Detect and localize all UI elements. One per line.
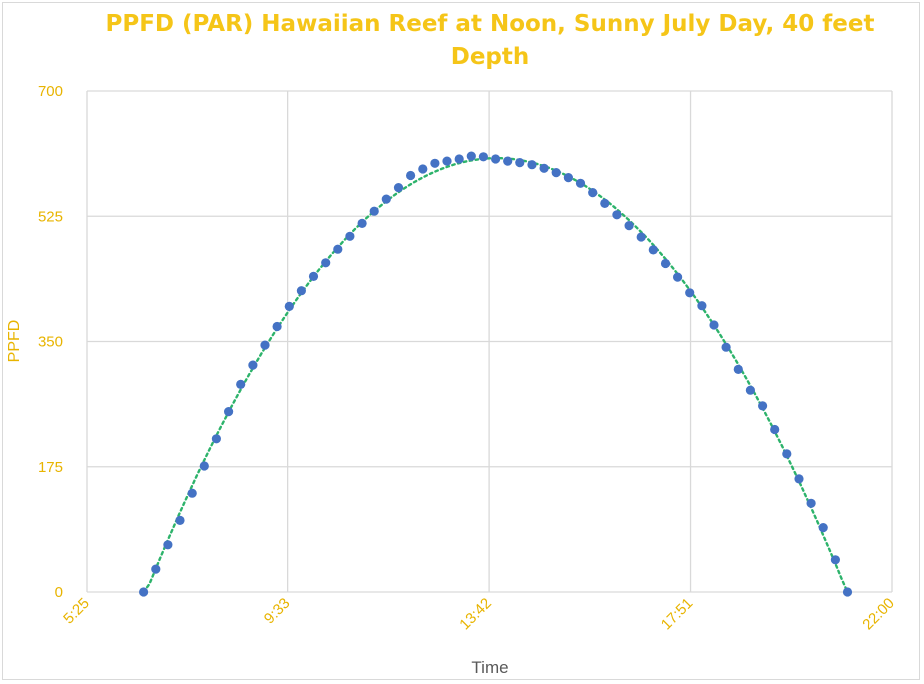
x-axis-ticks: 5:25 9:33 13:42 17:51 22:00 (60, 595, 898, 634)
data-point (745, 385, 756, 395)
data-point (272, 321, 282, 332)
data-point (199, 461, 209, 471)
data-point (721, 342, 731, 352)
data-point (406, 170, 416, 181)
data-point (842, 587, 853, 597)
data-point (236, 379, 246, 389)
chart-title-line-1: PPFD (PAR) Hawaiian Reef at Noon, Sunny … (105, 11, 874, 37)
data-point (527, 160, 537, 170)
data-point (503, 156, 513, 166)
y-axis-label: PPFD (6, 320, 23, 363)
chart-title-line-2: Depth (451, 44, 530, 70)
data-point (296, 286, 306, 296)
data-point (175, 515, 185, 526)
trendline (142, 157, 849, 594)
data-point (685, 288, 695, 298)
data-point (442, 156, 452, 166)
data-point (430, 158, 440, 168)
data-point (794, 474, 804, 484)
data-point (758, 401, 768, 411)
y-tick-label: 350 (38, 334, 63, 351)
data-point (224, 407, 234, 417)
data-point (211, 434, 221, 444)
data-point (491, 154, 501, 164)
data-point (139, 587, 149, 597)
data-point (418, 164, 428, 174)
data-point (697, 301, 707, 311)
gridlines (86, 90, 893, 593)
y-tick-label: 175 (38, 459, 63, 476)
x-tick-label: 17:51 (658, 595, 697, 634)
y-tick-label: 700 (38, 83, 63, 100)
data-point (612, 210, 622, 220)
data-point (333, 244, 343, 254)
x-tick-label: 13:42 (456, 595, 495, 634)
data-point (187, 488, 197, 498)
data-point (393, 183, 404, 193)
data-point (248, 360, 258, 370)
data-point (284, 301, 294, 311)
data-point (636, 232, 646, 242)
data-point (782, 449, 792, 459)
y-tick-label: 525 (38, 208, 63, 225)
data-point (624, 221, 634, 231)
data-point (454, 154, 464, 164)
data-point (806, 498, 816, 508)
data-point (770, 424, 780, 435)
data-point (466, 151, 476, 161)
data-point (660, 258, 671, 269)
data-point (163, 540, 173, 550)
data-point (673, 272, 683, 282)
chart-title: PPFD (PAR) Hawaiian Reef at Noon, Sunny … (105, 11, 874, 70)
data-point (575, 178, 586, 188)
data-point (600, 198, 610, 208)
data-points (139, 151, 853, 597)
data-point (588, 188, 598, 198)
x-tick-label: 9:33 (261, 595, 294, 628)
y-tick-label: 0 (55, 584, 63, 601)
data-point (551, 168, 561, 178)
data-point (539, 163, 549, 173)
data-point (733, 364, 743, 374)
data-point (648, 245, 658, 255)
data-point (345, 231, 355, 241)
x-tick-label: 5:25 (60, 595, 93, 628)
data-point (151, 564, 161, 574)
data-point (830, 555, 841, 565)
data-point (308, 271, 319, 281)
x-axis-label: Time (471, 658, 508, 677)
data-point (818, 523, 828, 533)
x-tick-label: 22:00 (859, 595, 898, 634)
data-point (357, 218, 367, 228)
data-point (563, 173, 574, 183)
data-point (260, 340, 270, 350)
data-point (709, 320, 719, 330)
y-axis-ticks: 0 175 350 525 700 (38, 83, 63, 601)
data-point (369, 206, 379, 216)
data-point (321, 258, 331, 268)
data-point (381, 194, 391, 204)
data-point (478, 152, 488, 162)
data-point (515, 158, 525, 168)
